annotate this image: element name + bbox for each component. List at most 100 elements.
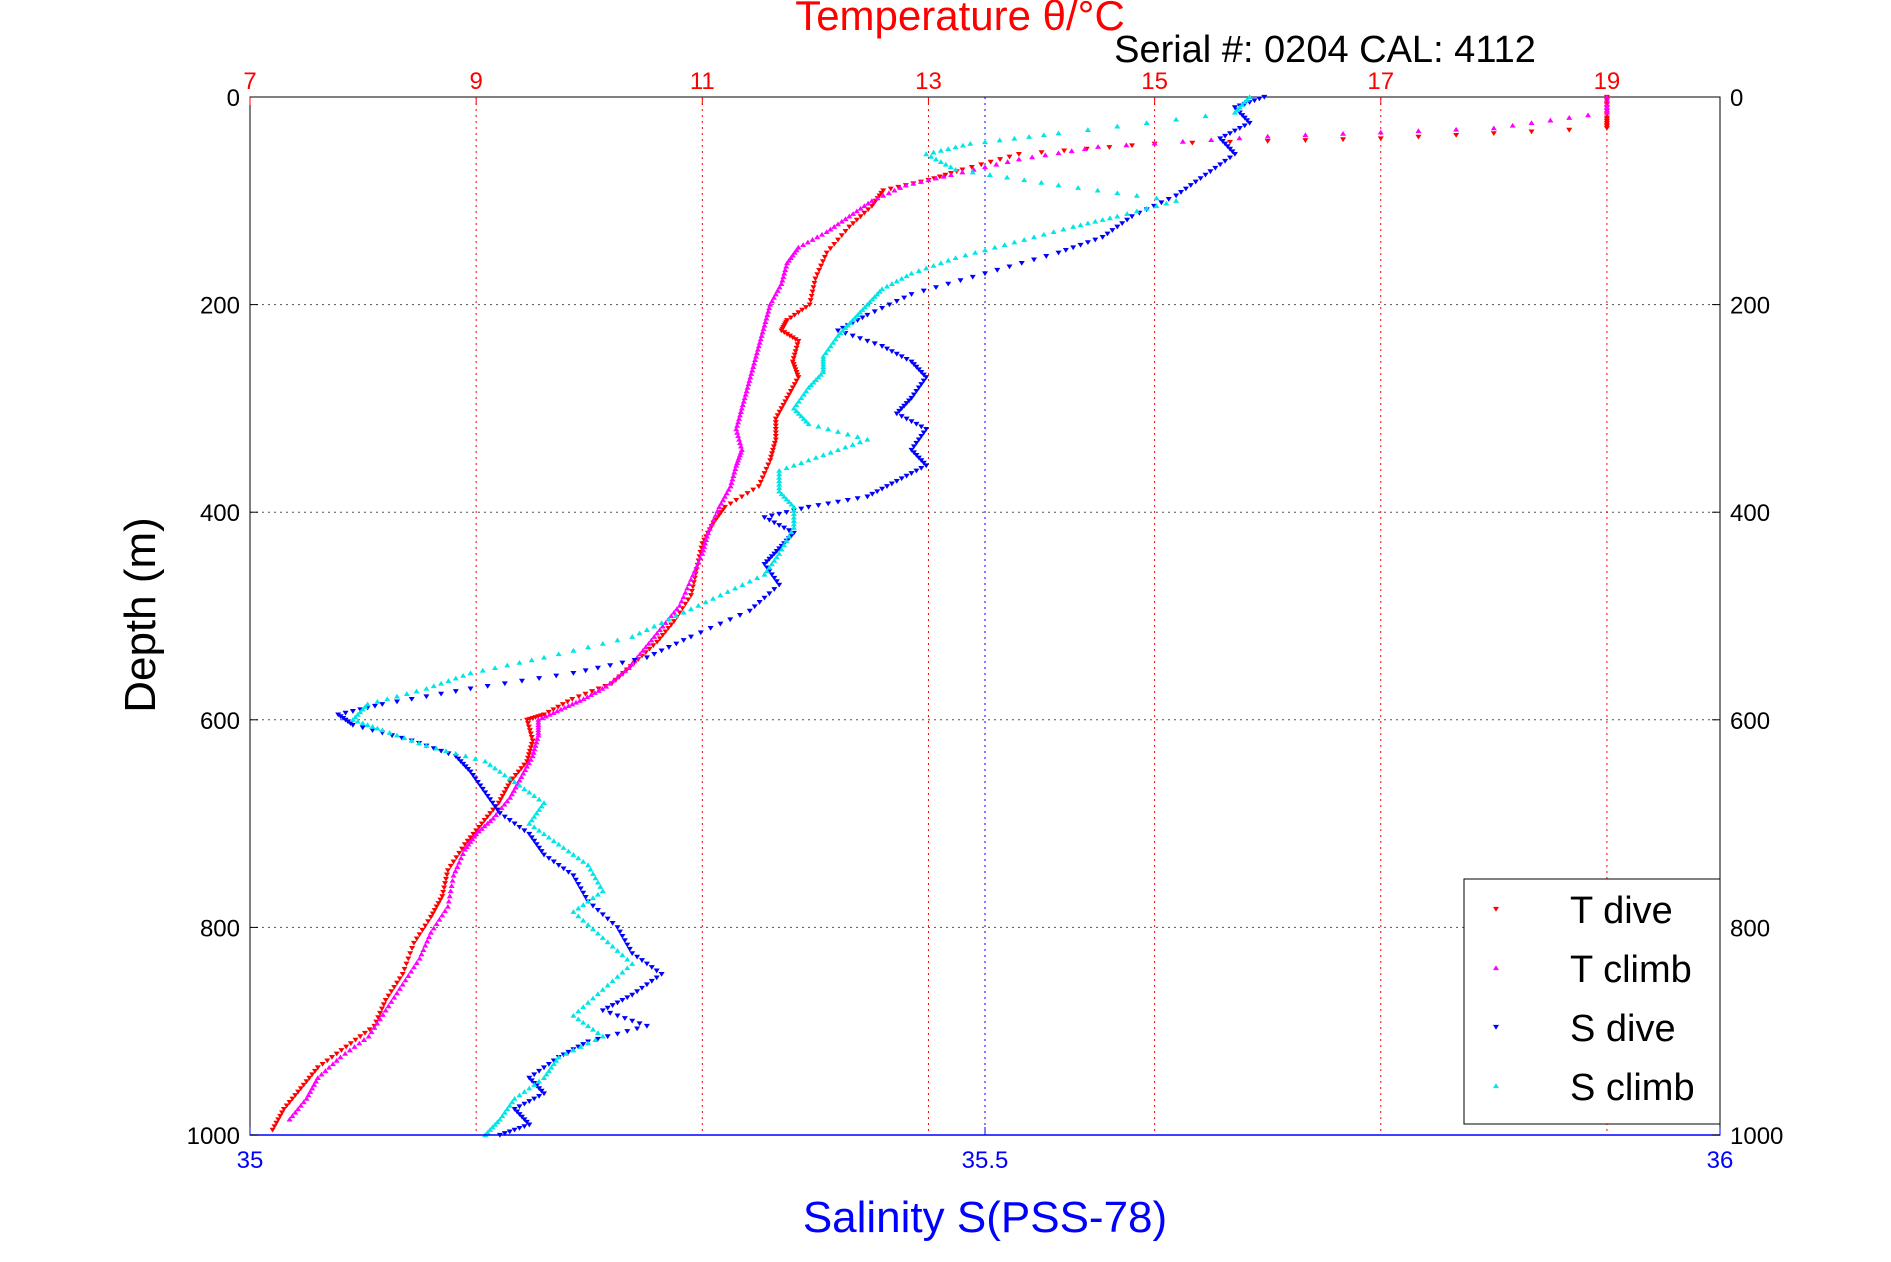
data-point — [511, 1106, 518, 1112]
data-point — [761, 471, 768, 476]
data-point — [482, 790, 489, 796]
data-point — [902, 182, 909, 188]
data-point — [662, 629, 669, 635]
data-point — [614, 637, 621, 643]
data-point — [1415, 134, 1422, 140]
data-point — [1151, 140, 1158, 146]
data-point — [636, 1021, 643, 1027]
data-point — [798, 413, 805, 419]
data-point — [893, 351, 900, 357]
data-point — [371, 703, 378, 709]
data-point — [445, 898, 452, 904]
data-point — [399, 981, 406, 987]
data-point — [560, 845, 567, 850]
data-point — [594, 908, 601, 913]
data-point — [374, 1020, 381, 1026]
data-point — [565, 848, 572, 854]
data-point — [1026, 134, 1033, 139]
data-point — [457, 759, 464, 765]
data-point — [738, 494, 745, 500]
data-point — [487, 811, 494, 816]
data-point — [430, 683, 437, 689]
data-point — [760, 326, 767, 331]
data-point — [671, 609, 678, 615]
data-point — [752, 357, 759, 363]
data-point — [831, 241, 838, 247]
data-point — [940, 173, 947, 179]
data-point — [536, 1078, 543, 1084]
data-point — [818, 231, 825, 237]
data-point — [585, 1040, 592, 1046]
data-point — [1084, 240, 1091, 246]
data-point — [484, 793, 491, 799]
data-point — [772, 427, 779, 432]
data-point — [1153, 203, 1160, 209]
data-point — [825, 501, 832, 507]
data-point — [842, 216, 849, 222]
data-point — [930, 262, 937, 268]
data-point — [559, 702, 566, 707]
data-point — [967, 141, 974, 146]
data-point — [820, 353, 827, 359]
data-point — [528, 817, 535, 823]
data-point — [732, 585, 739, 591]
data-point — [295, 1089, 302, 1095]
data-point — [541, 654, 547, 660]
data-point — [766, 556, 773, 562]
depth-tick-label: 800 — [200, 915, 240, 942]
data-point — [820, 369, 827, 375]
data-point — [778, 281, 785, 286]
data-point — [918, 458, 925, 463]
data-point — [504, 1106, 511, 1112]
data-point — [555, 704, 562, 710]
data-point — [918, 433, 925, 439]
data-point — [545, 1061, 552, 1067]
data-point — [594, 930, 601, 936]
data-point — [478, 826, 485, 831]
data-point — [737, 613, 743, 618]
data-point — [442, 908, 449, 914]
data-point — [753, 353, 760, 359]
data-point — [815, 503, 822, 508]
data-point — [531, 793, 538, 799]
data-point — [515, 769, 522, 775]
data-point — [854, 496, 861, 502]
data-point — [546, 711, 553, 717]
data-point — [933, 175, 939, 181]
data-point — [577, 1044, 584, 1049]
data-point — [765, 462, 772, 468]
data-point — [599, 888, 606, 894]
data-point — [575, 913, 582, 919]
data-point — [570, 873, 577, 879]
data-point — [908, 447, 915, 453]
data-point — [986, 172, 993, 177]
data-point — [930, 149, 937, 155]
data-point — [501, 790, 508, 796]
data-point — [538, 1088, 545, 1094]
data-point — [1453, 126, 1460, 132]
data-point — [808, 382, 815, 388]
data-point — [1031, 257, 1037, 263]
data-point — [1222, 158, 1229, 164]
data-point — [774, 413, 781, 419]
data-point — [874, 195, 881, 201]
data-point — [918, 465, 925, 471]
data-point — [386, 730, 393, 735]
data-point — [810, 285, 817, 290]
data-point — [444, 903, 451, 909]
data-point — [702, 599, 709, 605]
data-point — [739, 402, 746, 408]
data-point — [898, 476, 905, 482]
data-point — [959, 169, 966, 175]
data-point — [1106, 145, 1113, 150]
data-point — [594, 1030, 601, 1036]
data-point — [805, 421, 812, 427]
data-point — [1236, 104, 1243, 110]
data-point — [1040, 231, 1047, 237]
data-point — [479, 667, 486, 673]
data-point — [1143, 120, 1150, 126]
data-point — [609, 978, 616, 984]
data-point — [516, 1104, 523, 1110]
data-point — [888, 481, 895, 487]
data-point — [526, 728, 533, 733]
